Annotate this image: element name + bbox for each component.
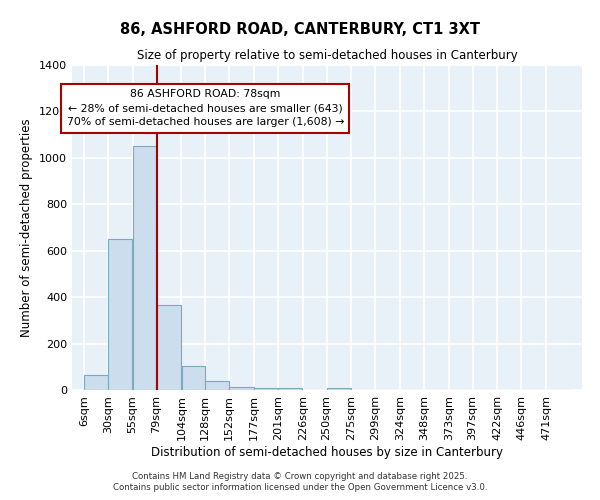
- Bar: [278, 388, 302, 390]
- Text: Contains public sector information licensed under the Open Government Licence v3: Contains public sector information licen…: [113, 483, 487, 492]
- Bar: [133, 146, 156, 390]
- Bar: [205, 380, 229, 390]
- Bar: [327, 388, 351, 390]
- Text: 86, ASHFORD ROAD, CANTERBURY, CT1 3XT: 86, ASHFORD ROAD, CANTERBURY, CT1 3XT: [120, 22, 480, 38]
- Text: Contains HM Land Registry data © Crown copyright and database right 2025.: Contains HM Land Registry data © Crown c…: [132, 472, 468, 481]
- Bar: [108, 239, 133, 390]
- Bar: [229, 386, 254, 390]
- Text: 86 ASHFORD ROAD: 78sqm
← 28% of semi-detached houses are smaller (643)
70% of se: 86 ASHFORD ROAD: 78sqm ← 28% of semi-det…: [67, 90, 344, 128]
- Y-axis label: Number of semi-detached properties: Number of semi-detached properties: [20, 118, 34, 337]
- Bar: [182, 366, 205, 390]
- Bar: [84, 375, 107, 390]
- Bar: [254, 388, 278, 390]
- Title: Size of property relative to semi-detached houses in Canterbury: Size of property relative to semi-detach…: [137, 50, 517, 62]
- Bar: [157, 306, 181, 390]
- X-axis label: Distribution of semi-detached houses by size in Canterbury: Distribution of semi-detached houses by …: [151, 446, 503, 458]
